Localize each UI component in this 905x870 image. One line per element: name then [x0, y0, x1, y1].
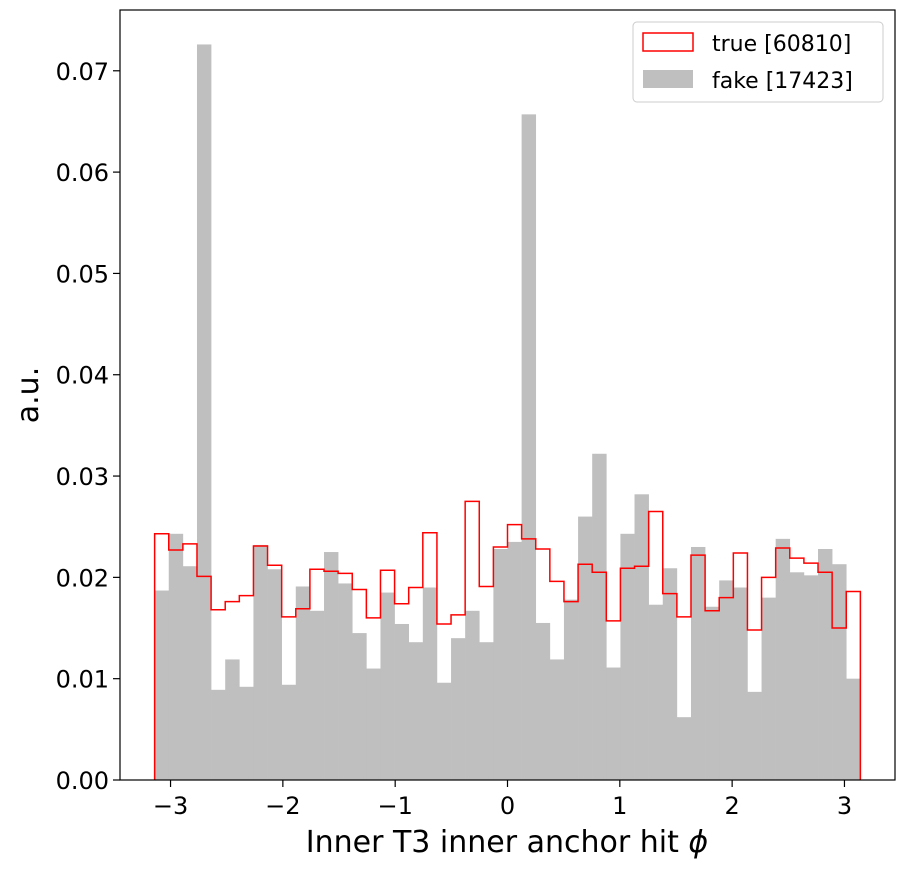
fake-bar [733, 587, 748, 780]
x-axis-ticks: −3 −2 −1 0 1 2 3 [153, 780, 852, 820]
true-histogram-step [153, 500, 862, 780]
y-tick-label: 0.07 [56, 58, 109, 86]
fake-bar [676, 717, 692, 780]
y-tick-label: 0.05 [56, 260, 109, 288]
fake-bar [380, 592, 395, 780]
fake-bar [352, 633, 367, 780]
fake-bar [408, 642, 424, 780]
fake-bar [662, 568, 678, 780]
fake-bar [846, 678, 861, 780]
fake-bar [803, 575, 819, 780]
fake-bar [225, 659, 240, 780]
legend-fake-swatch [643, 70, 693, 88]
fake-bar [775, 538, 791, 780]
legend: true [60810] fake [17423] [632, 21, 884, 103]
fake-bar [549, 659, 565, 780]
x-axis-label-symbol: ϕ [688, 825, 708, 860]
fake-histogram-bars [154, 44, 861, 780]
y-tick-label: 0.02 [56, 564, 109, 592]
fake-bar [267, 569, 282, 780]
y-axis-label: a.u. [11, 367, 46, 423]
fake-bar [366, 668, 381, 780]
fake-bar [196, 44, 212, 780]
fake-bar [309, 610, 325, 780]
y-tick-label: 0.04 [56, 362, 109, 390]
fake-bar [338, 583, 353, 780]
legend-true-swatch [642, 32, 694, 52]
fake-bar [690, 546, 706, 780]
fake-bar [479, 642, 494, 780]
fake-bar [620, 533, 635, 780]
fake-bar [592, 453, 607, 780]
x-tick-label: 3 [837, 792, 852, 820]
fake-bar [606, 667, 621, 780]
fake-bar [239, 686, 254, 780]
fake-bar [394, 623, 409, 780]
fake-bar [295, 586, 311, 780]
fake-bar [719, 580, 734, 780]
fake-bar [563, 599, 579, 780]
fake-bar [521, 114, 537, 780]
fake-bar [168, 533, 184, 780]
x-tick-label: 1 [612, 792, 627, 820]
fake-bar [535, 622, 551, 780]
fake-bar [493, 549, 508, 780]
y-tick-label: 0.06 [56, 159, 109, 187]
fake-bar [154, 590, 170, 780]
fake-bar [422, 587, 438, 780]
legend-true-label: true [60810] [712, 32, 851, 57]
fake-bar [747, 691, 762, 780]
fake-bar [281, 684, 297, 780]
legend-fake-label: fake [17423] [712, 69, 853, 94]
fake-bar [634, 494, 649, 780]
y-tick-label: 0.00 [56, 767, 109, 795]
fake-bar [818, 549, 833, 780]
y-tick-label: 0.03 [56, 463, 109, 491]
x-tick-label: −1 [377, 792, 412, 820]
fake-bar [648, 604, 664, 780]
x-tick-label: −3 [153, 792, 188, 820]
fake-bar [705, 606, 720, 780]
fake-bar [324, 552, 339, 780]
fake-bar [465, 610, 480, 780]
x-axis-label: Inner T3 inner anchor hit ϕ [306, 825, 708, 860]
fake-bar [182, 566, 198, 780]
fake-bar [436, 682, 452, 780]
legend-frame [632, 21, 884, 103]
x-tick-label: 2 [724, 792, 739, 820]
fake-bar [451, 638, 466, 780]
fake-bar [253, 544, 268, 780]
fake-bar [507, 541, 522, 780]
fake-bar [761, 597, 776, 780]
fake-bar [578, 516, 593, 780]
fake-bar [832, 564, 847, 780]
x-tick-label: 0 [500, 792, 515, 820]
y-tick-label: 0.01 [56, 666, 109, 694]
fake-bar [789, 572, 805, 780]
fake-bar [211, 689, 226, 780]
x-tick-label: −2 [265, 792, 300, 820]
y-axis-ticks: 0.00 0.01 0.02 0.03 0.04 0.05 0.06 0.07 [56, 58, 120, 795]
